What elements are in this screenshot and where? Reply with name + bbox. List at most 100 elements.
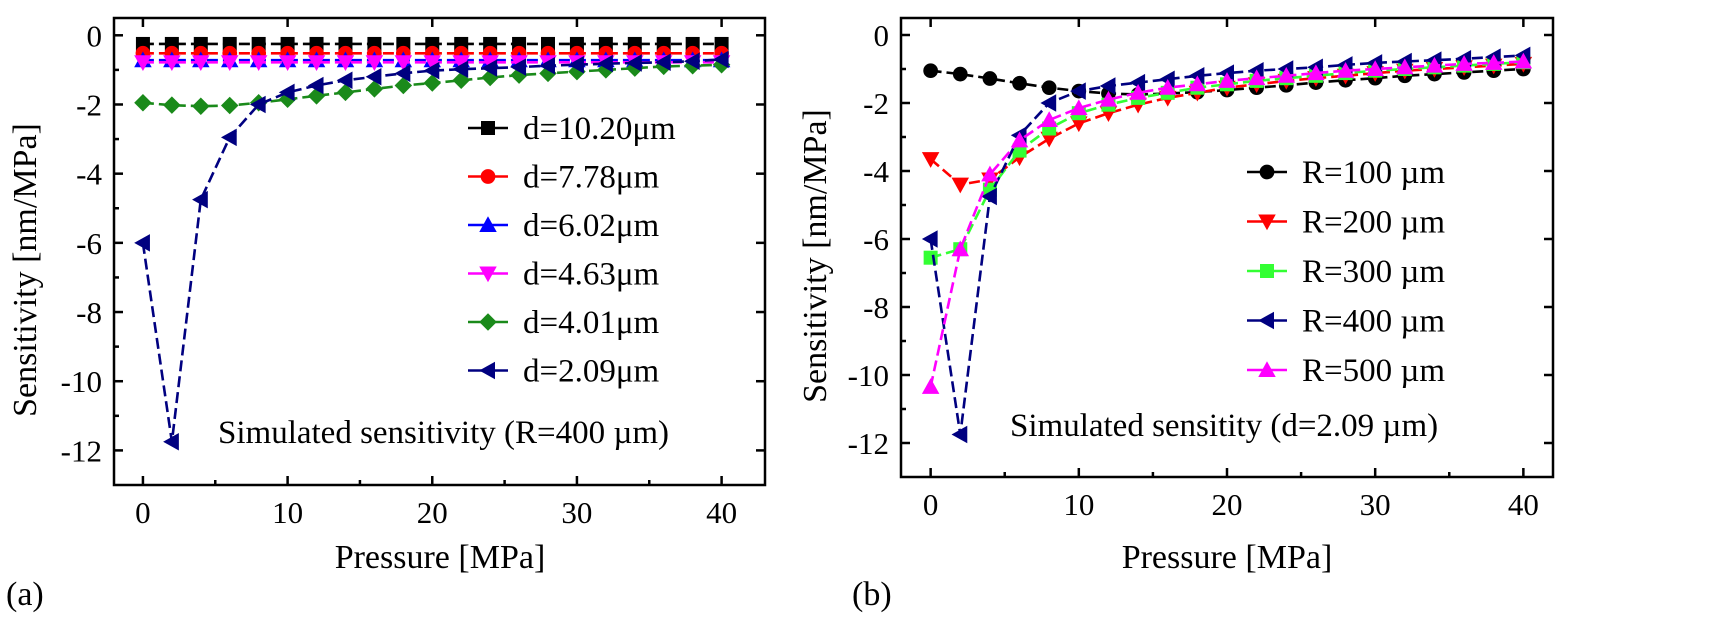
legend-marker [479, 361, 495, 380]
data-point [597, 54, 613, 73]
y-axis-label: Sensitivity [nm/MPa] [797, 109, 834, 403]
data-point [336, 83, 355, 102]
legend-label: d=4.01μm [523, 305, 660, 341]
y-tick-label: -2 [76, 87, 102, 122]
data-point [249, 95, 266, 114]
data-point [654, 53, 671, 72]
legend-label: R=300 µm [1302, 254, 1445, 290]
panel-label: (a) [6, 576, 44, 613]
y-tick-label: -4 [76, 157, 102, 192]
legend-marker [481, 121, 495, 135]
data-point [1158, 70, 1175, 88]
annotation: Simulated sensitity (d=2.09 µm) [1010, 408, 1438, 444]
x-tick-label: 30 [1360, 487, 1391, 522]
legend-marker [479, 216, 497, 232]
data-point [1070, 82, 1086, 100]
data-point [163, 433, 179, 451]
data-point [220, 96, 239, 115]
annotation: Simulated sensitivity (R=400 µm) [218, 415, 669, 451]
data-point [423, 74, 442, 92]
legend-label: R=100 µm [1302, 155, 1445, 191]
legend-item: R=100 µm [1247, 155, 1445, 191]
y-tick-label: -2 [863, 86, 889, 121]
data-point [452, 60, 469, 78]
legend-marker [1259, 164, 1275, 180]
data-point [307, 55, 326, 72]
y-tick-label: -6 [863, 222, 889, 257]
legend-item: d=4.01μm [468, 305, 660, 341]
legend-label: d=2.09μm [523, 354, 660, 390]
legend-item: d=7.78μm [468, 160, 660, 196]
data-point [192, 97, 210, 115]
data-point [1218, 72, 1236, 88]
legend-label: d=4.63μm [523, 257, 660, 293]
data-point [423, 61, 440, 80]
data-point [481, 59, 498, 77]
data-point [951, 240, 970, 257]
legend-label: d=6.02μm [523, 208, 660, 244]
data-point [626, 54, 642, 72]
legend-item: R=200 µm [1247, 205, 1445, 241]
legend-item: R=500 µm [1247, 353, 1445, 389]
data-point [1129, 73, 1146, 92]
legend-label: d=7.78μm [523, 160, 660, 196]
data-point [481, 55, 499, 72]
data-point [163, 96, 181, 114]
data-point [1247, 69, 1266, 86]
data-point [921, 378, 940, 394]
data-point [249, 55, 268, 72]
data-point [1099, 90, 1118, 107]
legend-item: R=300 µm [1247, 254, 1445, 290]
legend-marker [1258, 311, 1274, 330]
data-point [423, 55, 442, 72]
data-point [394, 55, 413, 72]
legend-label: d=10.20μm [523, 111, 676, 147]
data-point [951, 425, 968, 444]
data-point [1514, 52, 1533, 69]
legend-item: d=10.20μm [468, 111, 676, 147]
data-point [278, 83, 295, 102]
legend-item: d=6.02μm [468, 208, 660, 244]
legend-marker [1260, 264, 1274, 278]
y-tick-label: -6 [76, 226, 102, 261]
x-tick-label: 40 [706, 495, 737, 530]
data-point [597, 61, 615, 79]
data-point [952, 66, 968, 82]
y-tick-label: -10 [848, 358, 889, 393]
data-point [981, 165, 999, 182]
x-tick-label: 10 [272, 495, 303, 530]
legend-marker [480, 169, 496, 184]
data-point [923, 63, 938, 79]
data-point [1455, 55, 1473, 71]
data-point [981, 187, 997, 206]
data-point [1188, 67, 1205, 85]
data-point [1307, 64, 1325, 81]
data-point [568, 62, 586, 81]
data-point [394, 76, 413, 95]
data-point [923, 250, 938, 265]
data-point [1396, 58, 1414, 75]
data-point [1218, 64, 1234, 82]
data-point [1425, 56, 1444, 73]
data-point [134, 234, 150, 252]
legend-marker [479, 313, 497, 331]
y-tick-label: -10 [61, 364, 102, 399]
legend-label: R=500 µm [1302, 353, 1445, 389]
data-point [1040, 111, 1058, 127]
series-R=500 µm [921, 52, 1533, 394]
data-point [365, 68, 382, 86]
series-d=2.09μm [134, 50, 729, 451]
y-tick-label: 0 [87, 18, 103, 53]
data-point [951, 177, 970, 194]
data-point [365, 80, 384, 98]
y-tick-label: -12 [848, 426, 889, 461]
data-point [163, 55, 181, 72]
data-point [336, 55, 355, 72]
data-point [712, 50, 729, 69]
data-point [1041, 80, 1057, 96]
data-point [134, 94, 152, 112]
data-point [278, 55, 297, 72]
data-point [220, 55, 239, 72]
data-point [1188, 75, 1207, 92]
